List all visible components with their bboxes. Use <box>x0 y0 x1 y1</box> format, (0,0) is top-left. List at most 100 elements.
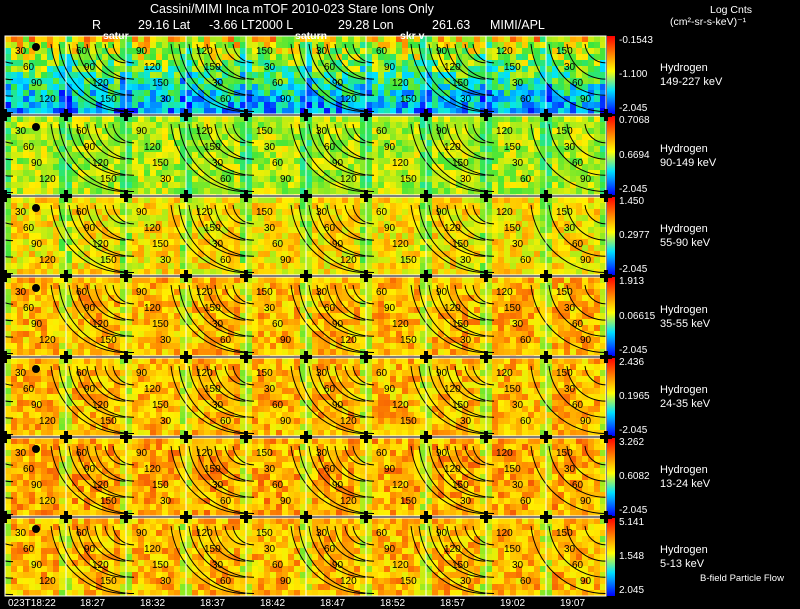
heat-cell <box>330 197 336 203</box>
heat-cell <box>162 158 168 164</box>
heat-cell <box>102 197 108 203</box>
heat-cell <box>5 122 11 128</box>
heat-cell <box>588 239 594 245</box>
heat-cell <box>252 54 258 60</box>
heat-cell <box>318 158 324 164</box>
heat-cell <box>384 233 390 239</box>
heat-cell <box>204 128 210 134</box>
heat-cell <box>564 116 570 122</box>
heat-cell <box>35 54 41 60</box>
heat-cell <box>558 251 564 257</box>
heat-cell <box>426 146 432 152</box>
heat-cell <box>29 170 35 176</box>
heat-cell <box>594 48 600 54</box>
heat-cell <box>126 215 132 221</box>
heat-cell <box>492 203 498 209</box>
heat-cell <box>414 227 420 233</box>
heat-cell <box>288 60 294 66</box>
heat-cell <box>348 102 354 108</box>
heat-cell <box>234 343 240 349</box>
heat-cell <box>312 197 318 203</box>
heat-cell <box>228 239 234 245</box>
heat-cell <box>384 188 390 194</box>
heat-cell <box>78 90 84 96</box>
heat-cell <box>216 78 222 84</box>
heat-cell <box>53 170 59 176</box>
heat-cell <box>144 269 150 275</box>
heat-cell <box>258 277 264 283</box>
heat-cell <box>204 54 210 60</box>
heat-cell <box>522 102 528 108</box>
heat-cell <box>72 295 78 301</box>
heat-cell <box>534 66 540 72</box>
heat-cell <box>540 263 546 269</box>
heat-cell <box>468 269 474 275</box>
contour-label: 90 <box>84 223 96 234</box>
heat-cell <box>23 343 29 349</box>
contour-line <box>436 123 495 176</box>
heat-cell <box>270 263 276 269</box>
heat-cell <box>59 42 65 48</box>
heat-cell <box>126 277 132 283</box>
heat-cell <box>120 197 126 203</box>
contour-line <box>436 204 495 257</box>
heat-cell <box>174 134 180 140</box>
heat-cell <box>198 176 204 182</box>
heat-cell <box>450 203 456 209</box>
contour-line <box>418 204 495 274</box>
heat-cell <box>84 245 90 251</box>
heat-cell <box>438 170 444 176</box>
heat-cell <box>348 245 354 251</box>
heat-cell <box>354 176 360 182</box>
heat-cell <box>282 158 288 164</box>
heat-cell <box>108 176 114 182</box>
heat-cell <box>162 108 168 114</box>
heat-cell <box>162 96 168 102</box>
heat-cell <box>35 170 41 176</box>
heat-cell <box>144 146 150 152</box>
heat-cell <box>5 152 11 158</box>
heat-cell <box>498 227 504 233</box>
heat-cell <box>564 72 570 78</box>
heat-cell <box>420 42 426 48</box>
heat-cell <box>564 60 570 66</box>
heat-cell <box>426 227 432 233</box>
heat-cell <box>366 48 372 54</box>
heat-cell <box>486 66 492 72</box>
heat-cell <box>288 84 294 90</box>
heat-cell <box>198 257 204 263</box>
heat-cell <box>144 197 150 203</box>
heat-cell <box>408 251 414 257</box>
heat-cell <box>288 54 294 60</box>
heat-cell <box>198 116 204 122</box>
heat-cell <box>498 263 504 269</box>
heat-cell <box>216 209 222 215</box>
heat-cell <box>108 289 114 295</box>
heat-cell <box>492 158 498 164</box>
heat-cell <box>282 227 288 233</box>
heat-cell <box>72 289 78 295</box>
heat-cell <box>270 257 276 263</box>
heat-cell <box>312 128 318 134</box>
heat-cell <box>180 337 186 343</box>
heat-cell <box>198 325 204 331</box>
heat-cell <box>528 116 534 122</box>
heat-cell <box>126 84 132 90</box>
heat-cell <box>294 128 300 134</box>
heat-cell <box>366 176 372 182</box>
heat-cell <box>516 116 522 122</box>
heat-cell <box>138 36 144 42</box>
heat-cell <box>594 122 600 128</box>
contour-line <box>196 43 255 96</box>
heat-cell <box>174 158 180 164</box>
contour-label: 120 <box>340 255 357 266</box>
heat-cell <box>546 72 552 78</box>
heat-cell <box>414 140 420 146</box>
heat-cell <box>426 90 432 96</box>
heat-cell <box>78 277 84 283</box>
heat-cell <box>180 170 186 176</box>
heat-cell <box>288 78 294 84</box>
heat-cell <box>204 66 210 72</box>
heat-cell <box>384 36 390 42</box>
